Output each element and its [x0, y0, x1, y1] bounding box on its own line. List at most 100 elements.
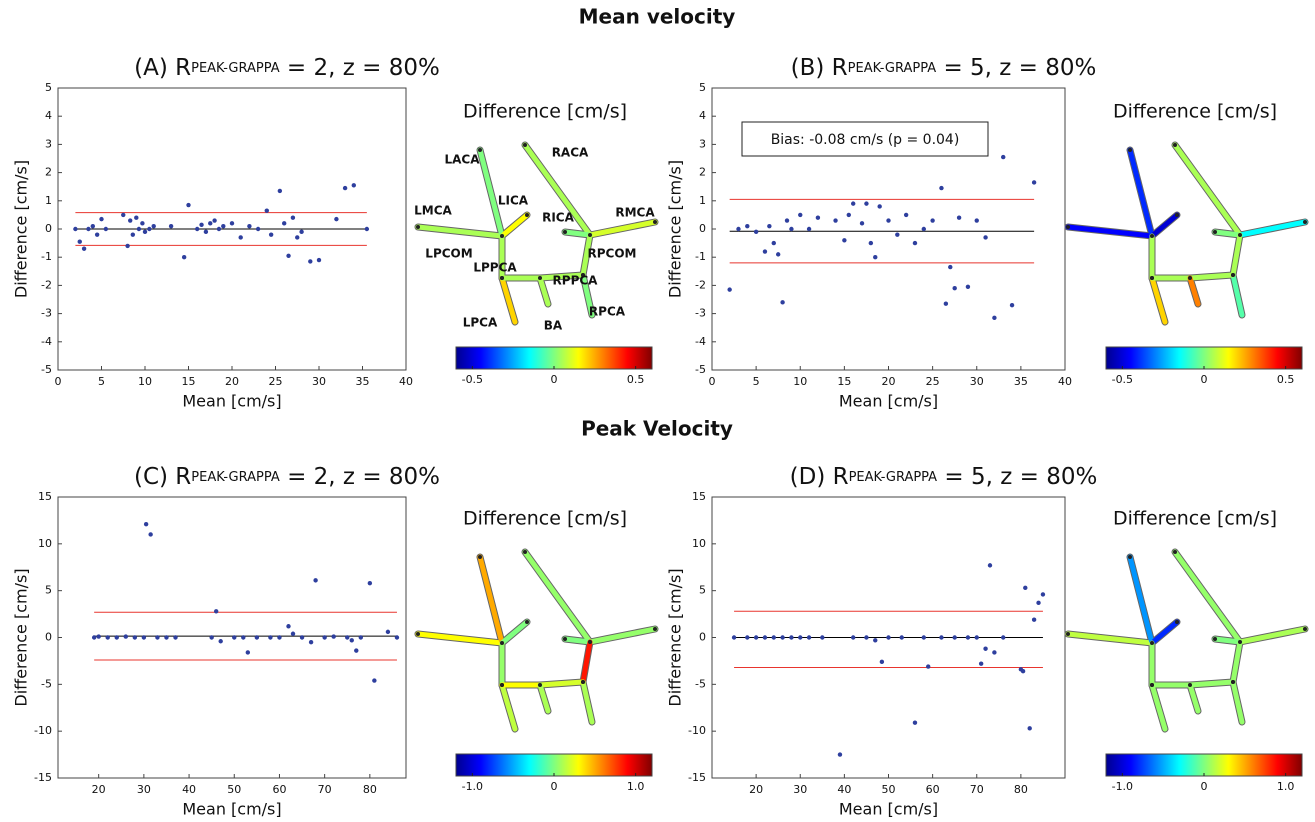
data-point	[886, 218, 891, 223]
data-point	[753, 229, 759, 235]
x-axis-label: Mean [cm/s]	[839, 392, 938, 411]
title-subscript: PEAK-GRAPPA	[848, 61, 937, 76]
x-tick-label: 35	[1014, 375, 1028, 388]
data-point	[992, 650, 997, 655]
vessel-segment	[537, 272, 586, 281]
data-point	[921, 635, 926, 640]
x-tick-label: 0	[55, 375, 62, 388]
y-tick-label: 1	[45, 194, 52, 207]
x-tick-label: 10	[138, 375, 152, 388]
y-tick-label: 0	[45, 222, 52, 235]
vessel-segment	[562, 636, 593, 645]
vessel-segment	[522, 549, 593, 645]
colorbar	[455, 753, 653, 777]
vessel-segment	[1212, 229, 1243, 238]
vessel-segment	[1230, 679, 1245, 725]
data-point	[277, 188, 283, 194]
title-text: (B) R	[791, 55, 848, 81]
y-tick-label: 15	[38, 490, 52, 503]
data-point	[837, 752, 843, 757]
y-axis-label: Difference [cm/s]	[666, 160, 685, 298]
data-point	[331, 634, 336, 639]
data-point	[921, 226, 926, 232]
x-tick-label: 40	[1058, 375, 1072, 388]
data-point	[1001, 154, 1006, 160]
data-point	[354, 648, 359, 653]
y-tick-label: 4	[45, 109, 52, 122]
vessel-end	[1150, 683, 1154, 687]
title-text: = 2, z = 80%	[280, 464, 440, 490]
data-point	[753, 635, 759, 640]
y-tick-label: 5	[699, 81, 706, 94]
x-tick-label: 30	[137, 783, 151, 796]
vessel-label: RICA	[542, 211, 575, 225]
vessel-end	[1303, 220, 1307, 224]
data-point	[186, 202, 191, 208]
data-point	[140, 221, 145, 226]
panel-title: (D) RPEAK-GRAPPA = 5, z = 80%	[790, 464, 1098, 490]
vessel-segment	[415, 631, 505, 646]
data-point	[943, 301, 949, 306]
y-tick-label: 3	[699, 137, 706, 150]
data-point	[877, 204, 882, 209]
y-tick-label: 3	[45, 137, 52, 150]
data-point	[105, 635, 110, 640]
panel-title: (C) RPEAK-GRAPPA = 2, z = 80%	[134, 464, 440, 490]
data-point	[151, 223, 156, 229]
data-point	[873, 255, 878, 260]
y-tick-label: -2	[41, 278, 52, 291]
vessel-end	[1188, 683, 1192, 687]
vessel-segment	[537, 682, 551, 714]
vessel-end	[1213, 230, 1217, 234]
data-point	[1020, 669, 1026, 674]
data-point	[213, 609, 219, 614]
vessel-label: RPPCA	[553, 274, 599, 288]
vessel-segment	[587, 626, 658, 645]
plot-frame	[57, 496, 407, 779]
section-heading: Peak Velocity	[581, 417, 733, 441]
data-point	[789, 635, 794, 640]
y-tick-label: -15	[34, 771, 52, 784]
x-tick-label: 20	[92, 783, 106, 796]
data-point	[209, 635, 214, 640]
data-point	[155, 635, 160, 640]
x-tick-label: 60	[926, 783, 940, 796]
y-tick-label: 2	[45, 166, 52, 179]
data-point	[316, 257, 322, 263]
vessel-end	[478, 148, 482, 152]
data-point	[974, 218, 979, 223]
data-point	[956, 215, 962, 220]
data-point	[286, 253, 291, 258]
data-point	[141, 635, 147, 640]
title-text: (C) R	[134, 464, 191, 490]
title-text: = 2, z = 80%	[280, 55, 440, 81]
data-point	[334, 216, 339, 222]
vessel-end	[588, 640, 592, 644]
data-point	[299, 635, 305, 640]
x-tick-label: 40	[182, 783, 196, 796]
colorbar	[455, 346, 653, 370]
data-point	[358, 635, 364, 640]
title-text: (A) R	[134, 55, 191, 81]
y-tick-label: -5	[695, 363, 706, 376]
vessel-end	[1231, 273, 1235, 277]
data-point	[983, 235, 988, 240]
vessel-segment	[1187, 679, 1236, 688]
x-tick-label: 25	[926, 375, 940, 388]
data-point	[965, 635, 971, 640]
y-tick-label: -3	[41, 307, 52, 320]
data-point	[268, 232, 274, 237]
data-point	[815, 215, 821, 220]
vessel-end	[1150, 276, 1154, 280]
data-point	[780, 300, 785, 305]
vessel-label: LACA	[444, 153, 480, 167]
data-point	[762, 249, 768, 254]
data-point	[1031, 617, 1037, 622]
vessel-end	[500, 234, 504, 238]
vessel-end	[1188, 276, 1192, 280]
vessel-end	[581, 273, 585, 277]
vessel-segment	[1065, 631, 1155, 646]
y-tick-label: 5	[45, 584, 52, 597]
vessel-end	[538, 276, 542, 280]
data-point	[247, 223, 252, 229]
